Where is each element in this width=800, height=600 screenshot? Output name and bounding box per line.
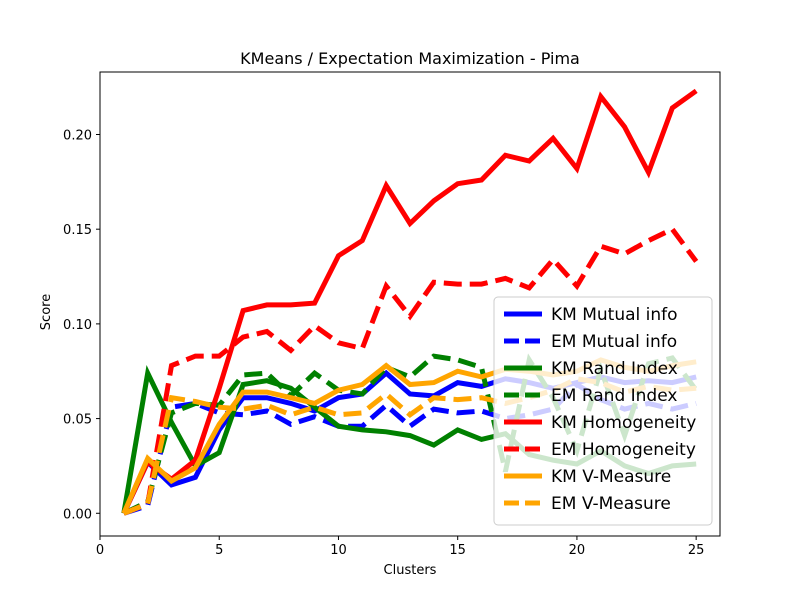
x-tick-label: 0 — [96, 543, 104, 558]
y-tick-label: 0.00 — [63, 507, 92, 522]
legend-label: KM Mutual info — [551, 305, 678, 325]
y-tick-label: 0.05 — [63, 413, 92, 428]
y-tick-label: 0.15 — [63, 223, 92, 238]
legend-label: EM Rand Index — [551, 386, 677, 406]
y-tick-label: 0.10 — [63, 318, 92, 333]
chart-title: KMeans / Expectation Maximization - Pima — [240, 49, 580, 68]
x-tick-label: 5 — [215, 543, 223, 558]
x-tick-label: 10 — [330, 543, 347, 558]
legend-label: KM V-Measure — [551, 467, 671, 487]
series-line-km-homogeneity — [121, 88, 698, 515]
x-tick-label: 15 — [449, 543, 466, 558]
legend-label: EM Mutual info — [551, 332, 677, 352]
x-axis-label: Clusters — [384, 563, 437, 578]
plot-area: 0 5 10 15 20 25 0.00 0.05 0.10 0.15 0.20 KM Mutual … — [63, 71, 721, 558]
x-tick-label: 25 — [688, 543, 705, 558]
legend-label: KM Rand Index — [551, 359, 678, 379]
x-tick-label: 20 — [569, 543, 586, 558]
plot-frame — [99, 71, 721, 537]
legend-label: KM Homogeneity — [551, 413, 696, 433]
y-axis-label: Score — [39, 294, 54, 330]
legend-label: EM Homogeneity — [551, 440, 696, 460]
legend-box — [493, 296, 713, 526]
series-line-em-homogeneity — [122, 226, 699, 516]
series-line-em-v-measure — [122, 376, 697, 516]
y-tick-label: 0.20 — [63, 128, 92, 143]
legend-label: EM V-Measure — [551, 494, 671, 514]
